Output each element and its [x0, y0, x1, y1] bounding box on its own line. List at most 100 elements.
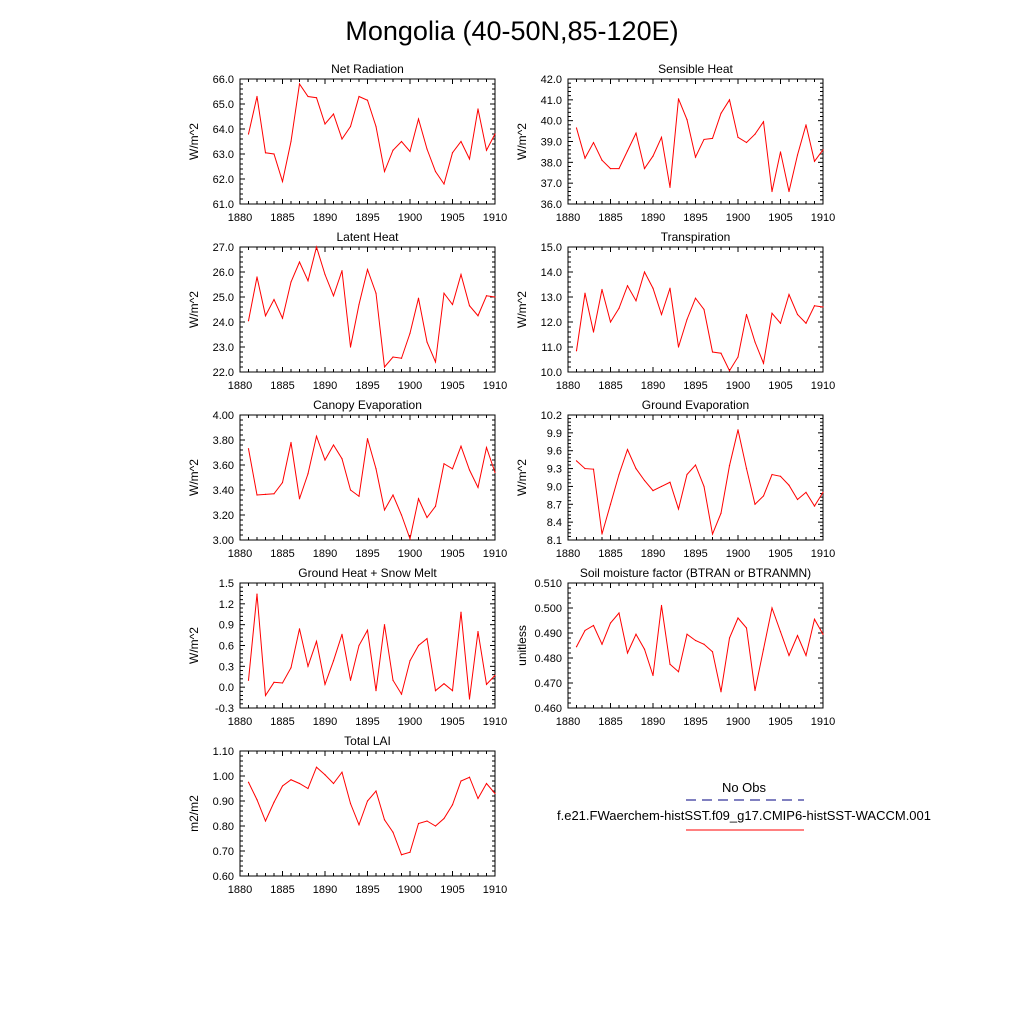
data-point [771, 607, 773, 609]
y-axis-label: W/m^2 [515, 459, 529, 496]
data-point [307, 473, 309, 475]
x-tick-label: 1900 [726, 380, 750, 392]
data-point [737, 136, 739, 138]
y-tick-label: 38.0 [541, 157, 562, 169]
data-point [400, 693, 403, 695]
plot-frame [239, 78, 496, 205]
x-tick-label: 1910 [483, 380, 507, 392]
x-tick-label: 1885 [270, 884, 294, 896]
y-tick-label: 11.0 [541, 342, 562, 354]
data-point [677, 508, 680, 510]
data-point [779, 631, 782, 633]
data-point [315, 640, 318, 642]
data-point [256, 95, 258, 98]
data-point [771, 190, 773, 193]
y-tick-label: 22.0 [213, 367, 234, 379]
y-tick-label: 0.500 [534, 603, 562, 615]
y-tick-label: 1.2 [219, 599, 234, 611]
data-point [324, 683, 326, 685]
data-point [324, 459, 326, 461]
x-tick-label: 1910 [483, 212, 507, 224]
data-point [737, 356, 739, 358]
x-tick-label: 1880 [228, 212, 252, 224]
data-point [643, 167, 646, 170]
data-point [409, 150, 411, 153]
y-tick-label: 3.20 [213, 510, 234, 522]
x-tick-label: 1900 [398, 548, 422, 560]
data-point [247, 679, 250, 681]
data-point [618, 307, 620, 309]
data-point [358, 644, 360, 647]
data-point [635, 467, 637, 470]
data-point [426, 341, 428, 343]
x-tick-label: 1880 [556, 548, 580, 560]
y-tick-label: 65.0 [213, 99, 234, 111]
series-line-net-radiation [248, 82, 496, 186]
y-tick-label: 41.0 [541, 95, 562, 107]
x-tick-label: 1900 [398, 716, 422, 728]
data-point [788, 654, 790, 657]
x-tick-label: 1880 [556, 716, 580, 728]
x-tick-label: 1910 [483, 716, 507, 728]
data-point [281, 682, 284, 684]
data-point [341, 138, 343, 140]
data-point [460, 611, 462, 613]
y-tick-label: -0.3 [215, 703, 234, 715]
series-line-soil-moisture-factor-btran-or-btranmn [576, 605, 824, 692]
data-point [349, 802, 352, 805]
x-tick-label: 1905 [768, 380, 792, 392]
panel-soil-moisture-factor-btran-or-btranmn: Soil moisture factor (BTRAN or BTRANMN) u… [515, 566, 835, 728]
y-tick-label: 9.9 [547, 428, 562, 440]
data-point [813, 618, 816, 620]
data-point [290, 281, 292, 283]
data-point [694, 464, 697, 466]
data-point [643, 648, 646, 650]
data-point [307, 95, 309, 98]
x-tick-label: 1900 [726, 548, 750, 560]
data-point [417, 498, 420, 500]
data-point [703, 643, 705, 645]
y-tick-label: 66.0 [213, 74, 234, 86]
x-tick-label: 1910 [811, 212, 835, 224]
data-point [813, 160, 816, 162]
panel-sensible-heat: Sensible Heat W/m^2 1880 1885 1890 1895 1900 19… [515, 62, 835, 224]
data-point [494, 133, 496, 135]
data-point [635, 300, 637, 302]
data-point [788, 293, 790, 296]
data-point [264, 820, 267, 822]
x-tick-label: 1900 [398, 884, 422, 896]
data-point [720, 691, 722, 693]
data-point [737, 429, 739, 431]
data-point [375, 690, 377, 692]
y-tick-label: 9.0 [547, 481, 562, 493]
data-point [652, 155, 654, 157]
y-tick-label: 40.0 [541, 116, 562, 128]
figure-title: Mongolia (40-50N,85-120E) [345, 16, 678, 46]
x-tick-label: 1880 [556, 380, 580, 392]
y-axis-label: W/m^2 [187, 123, 201, 160]
data-point [298, 628, 301, 630]
panel-title: Total LAI [344, 734, 391, 748]
data-point [426, 637, 428, 640]
y-tick-label: 64.0 [213, 124, 234, 136]
data-point [468, 469, 471, 471]
y-axis-label: m2/m2 [187, 795, 201, 832]
data-point [626, 285, 629, 287]
x-tick-label: 1910 [811, 380, 835, 392]
data-point [307, 280, 309, 282]
y-tick-label: 3.00 [213, 535, 234, 547]
data-point [341, 458, 343, 460]
data-point [417, 297, 420, 299]
data-point [366, 629, 369, 631]
x-tick-label: 1905 [440, 884, 464, 896]
data-point [417, 644, 420, 647]
data-point [247, 133, 250, 135]
plot-frame [239, 750, 496, 877]
data-point [315, 246, 318, 248]
data-point [281, 180, 284, 183]
y-tick-label: 9.6 [547, 446, 562, 458]
data-point [409, 332, 411, 334]
data-point [737, 617, 739, 619]
data-point [575, 460, 578, 462]
data-point [451, 152, 454, 154]
